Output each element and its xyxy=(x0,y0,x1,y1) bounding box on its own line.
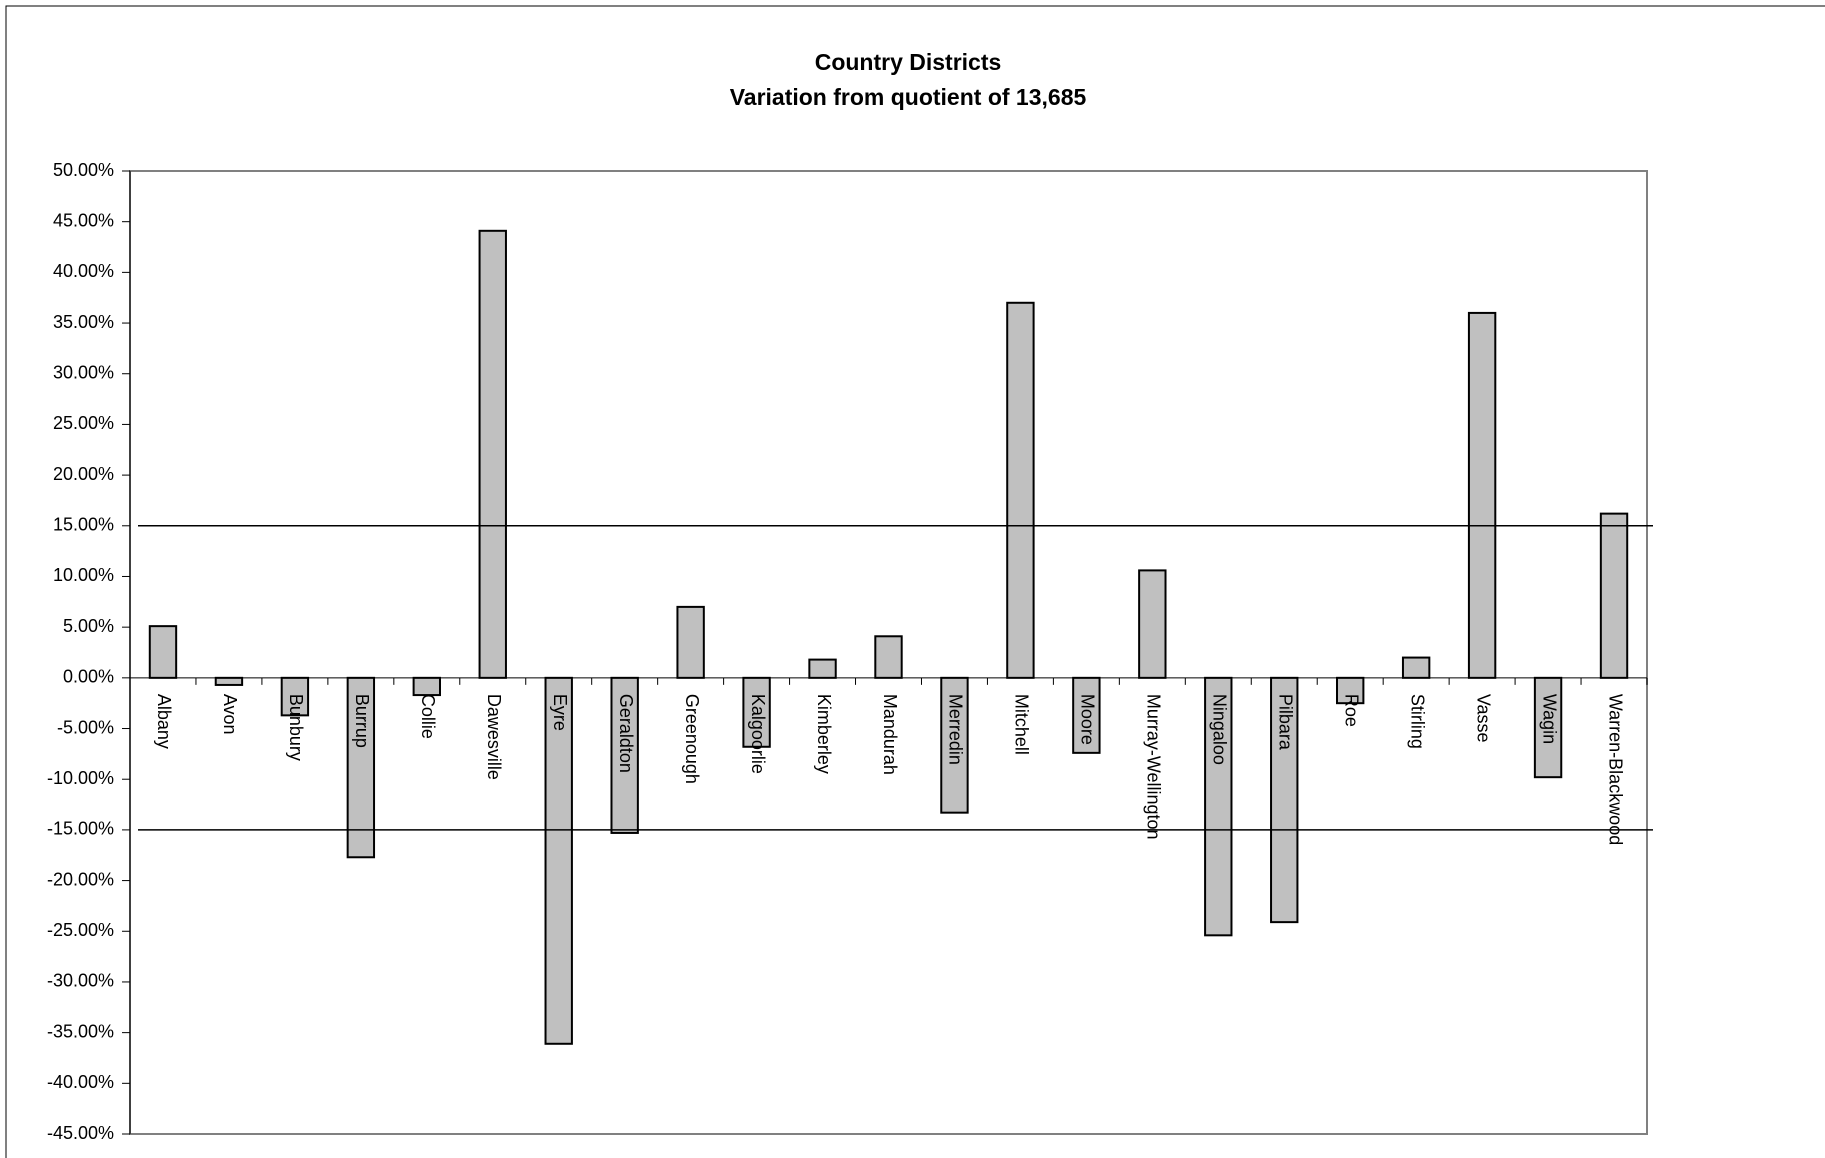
x-tick-label: Kimberley xyxy=(814,694,834,774)
y-tick-label: 50.00% xyxy=(53,160,114,180)
x-tick-label: Mandurah xyxy=(880,694,900,775)
x-tick-label: Avon xyxy=(220,694,240,735)
y-tick-label: 40.00% xyxy=(53,261,114,281)
bar xyxy=(1599,512,1629,679)
chart-title: Country Districts xyxy=(815,49,1002,75)
bar xyxy=(214,676,244,686)
y-tick-label: 0.00% xyxy=(63,667,114,687)
bar xyxy=(1533,676,1563,779)
bar xyxy=(676,605,705,679)
bar xyxy=(874,635,903,679)
x-tick-label: Vasse xyxy=(1473,694,1493,743)
y-tick-label: 25.00% xyxy=(53,413,114,433)
x-tick-label: Collie xyxy=(418,694,438,739)
chart-subtitle: Variation from quotient of 13,685 xyxy=(730,84,1087,110)
chart-border xyxy=(5,5,1825,1158)
x-tick-label: Kalgoorlie xyxy=(748,694,768,774)
bar xyxy=(478,229,507,679)
x-tick-label: Pilbara xyxy=(1275,694,1295,751)
y-tick-label: -25.00% xyxy=(47,920,114,940)
x-tick-label: Moore xyxy=(1078,694,1098,745)
y-tick-label: -20.00% xyxy=(47,869,114,889)
x-tick-label: Greenough xyxy=(682,694,702,784)
y-tick-label: -10.00% xyxy=(47,768,114,788)
bar xyxy=(544,676,573,1045)
bar xyxy=(940,676,969,814)
x-tick-label: Murray-Wellington xyxy=(1144,694,1164,840)
bar xyxy=(1204,676,1233,937)
x-tick-label: Warren-Blackwood xyxy=(1605,694,1625,845)
bar xyxy=(280,676,310,717)
x-tick-label: Albany xyxy=(154,694,174,749)
bar xyxy=(1138,569,1167,679)
y-tick-label: 5.00% xyxy=(63,616,114,636)
x-tick-label: Dawesville xyxy=(484,694,504,780)
bar xyxy=(346,676,376,859)
bar xyxy=(1336,676,1365,705)
x-tick-label: Merredin xyxy=(946,694,966,765)
bar xyxy=(742,676,771,748)
x-tick-label: Ningaloo xyxy=(1210,694,1230,765)
y-tick-label: 15.00% xyxy=(53,515,114,535)
y-tick-label: -35.00% xyxy=(47,1021,114,1041)
y-tick-label: -30.00% xyxy=(47,971,114,991)
x-tick-label: Geraldton xyxy=(616,694,636,773)
y-tick-label: 20.00% xyxy=(53,464,114,484)
y-tick-label: 45.00% xyxy=(53,210,114,230)
bar xyxy=(1270,676,1299,924)
x-tick-label: Mitchell xyxy=(1012,694,1032,755)
bar xyxy=(148,625,178,679)
x-tick-label: Burrup xyxy=(352,694,372,748)
bar xyxy=(1006,301,1035,679)
y-tick-label: -15.00% xyxy=(47,819,114,839)
x-tick-label: Bunbury xyxy=(286,694,306,761)
bar xyxy=(1072,676,1101,754)
bar xyxy=(412,676,441,697)
x-tick-label: Roe xyxy=(1341,694,1361,727)
x-tick-label: Stirling xyxy=(1407,694,1427,749)
y-tick-label: -5.00% xyxy=(57,717,114,737)
bar xyxy=(610,676,639,834)
bar xyxy=(1401,656,1431,679)
x-tick-label: Wagin xyxy=(1539,694,1559,744)
y-tick-label: -45.00% xyxy=(47,1123,114,1143)
y-tick-label: 35.00% xyxy=(53,312,114,332)
x-tick-label: Eyre xyxy=(550,694,570,731)
bar xyxy=(808,658,837,679)
bar xyxy=(1467,311,1497,679)
y-tick-label: 10.00% xyxy=(53,565,114,585)
y-tick-label: -40.00% xyxy=(47,1072,114,1092)
y-tick-label: 30.00% xyxy=(53,362,114,382)
